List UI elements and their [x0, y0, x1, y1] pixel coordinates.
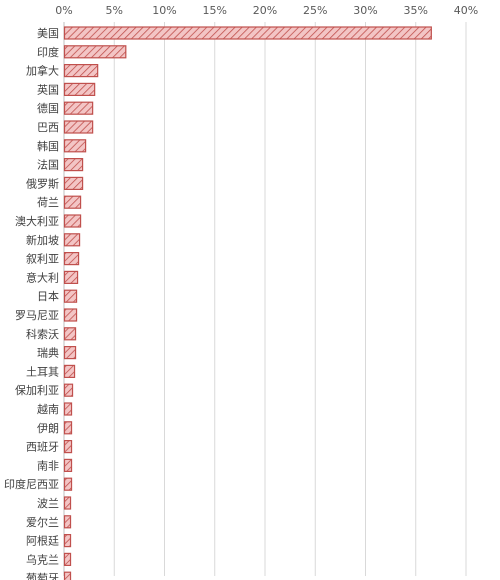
- category-label: 加拿大: [26, 64, 59, 78]
- bar: [63, 440, 73, 454]
- bar: [63, 458, 73, 472]
- bar: [63, 270, 79, 284]
- bar: [63, 515, 72, 529]
- category-label: 新加坡: [26, 233, 59, 247]
- category-label: 南非: [37, 459, 59, 472]
- category-label: 韩国: [37, 139, 59, 153]
- category-label: 葡萄牙: [26, 572, 59, 580]
- category-label: 罗马尼亚: [15, 309, 59, 322]
- category-label: 科索沃: [26, 327, 59, 341]
- bar: [63, 233, 81, 247]
- category-label: 越南: [37, 402, 59, 416]
- category-label: 波兰: [37, 497, 59, 510]
- category-label: 意大利: [26, 270, 59, 284]
- bar: [63, 533, 72, 548]
- category-label: 美国: [37, 27, 59, 40]
- category-label: 印度尼西亚: [4, 477, 59, 491]
- x-tick-label: 10%: [152, 4, 176, 17]
- category-label: 荷兰: [37, 196, 59, 209]
- x-tick-label: 20%: [253, 4, 277, 17]
- category-label: 俄罗斯: [26, 177, 59, 190]
- category-label: 阿根廷: [26, 534, 59, 548]
- bar: [63, 477, 73, 491]
- category-label: 爱尔兰: [26, 516, 59, 529]
- category-label: 瑞典: [37, 346, 59, 360]
- bar: [63, 63, 99, 78]
- x-tick-label: 40%: [454, 4, 478, 17]
- bar: [63, 120, 94, 134]
- bar: [63, 252, 80, 266]
- bar: [63, 82, 96, 97]
- x-axis-tick-labels: 0% 5% 10% 15% 20% 25% 30% 35% 40%: [55, 4, 478, 17]
- bar: [63, 158, 84, 172]
- bar: [63, 364, 76, 378]
- category-label: 西班牙: [26, 441, 59, 454]
- category-label: 土耳其: [26, 365, 59, 378]
- bar: [63, 308, 78, 322]
- bar: [63, 45, 127, 59]
- bar: [63, 571, 72, 580]
- category-label: 英国: [37, 82, 59, 96]
- category-label: 澳大利亚: [15, 214, 59, 228]
- category-label: 巴西: [37, 121, 59, 134]
- bar: [63, 195, 82, 209]
- x-tick-label: 35%: [404, 4, 428, 17]
- x-tick-label: 5%: [106, 4, 123, 17]
- bar: [63, 402, 73, 416]
- category-label: 叙利亚: [26, 252, 59, 266]
- bar: [63, 101, 94, 115]
- category-label: 乌克兰: [26, 552, 59, 566]
- bar: [63, 496, 72, 510]
- gridlines: [113, 22, 467, 576]
- bar: [63, 552, 72, 567]
- category-label: 印度: [37, 45, 59, 59]
- x-tick-label: 25%: [303, 4, 327, 17]
- bar: [63, 383, 74, 397]
- bar: [63, 289, 78, 303]
- bar: [63, 327, 77, 341]
- x-tick-label: 0%: [55, 4, 72, 17]
- bar: [63, 139, 87, 153]
- bar: [63, 346, 77, 360]
- x-tick-label: 30%: [353, 4, 377, 17]
- bar: [63, 214, 82, 228]
- bar: [63, 176, 84, 190]
- bar: [63, 421, 73, 435]
- bar: [63, 26, 432, 40]
- category-label: 德国: [37, 101, 59, 115]
- category-labels: 美国印度加拿大英国德国巴西韩国法国俄罗斯荷兰澳大利亚新加坡叙利亚意大利日本罗马尼…: [4, 27, 59, 580]
- category-label: 日本: [37, 289, 59, 303]
- category-label: 伊朗: [37, 422, 59, 435]
- x-tick-label: 15%: [203, 4, 227, 17]
- category-label: 法国: [37, 158, 59, 172]
- category-label: 保加利亚: [15, 383, 59, 397]
- bars: [63, 26, 432, 580]
